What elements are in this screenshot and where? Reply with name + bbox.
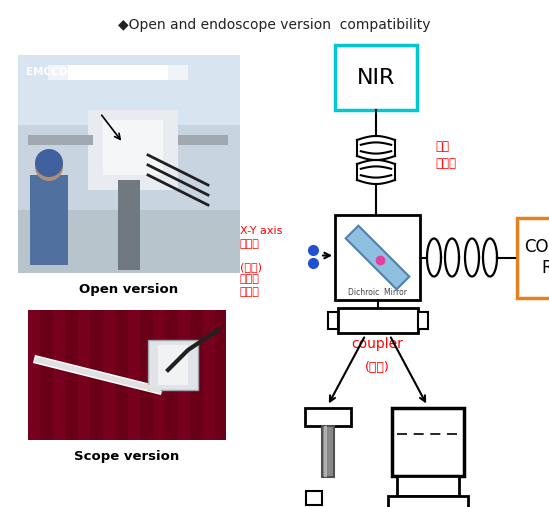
- Bar: [388, 496, 468, 507]
- Bar: [28, 310, 226, 440]
- Bar: [417, 312, 428, 329]
- Bar: [88, 110, 178, 190]
- Bar: [53, 310, 65, 440]
- Bar: [158, 345, 188, 385]
- Bar: [18, 210, 240, 273]
- Text: (호환): (호환): [365, 361, 390, 374]
- Bar: [335, 215, 420, 300]
- Bar: [148, 340, 198, 390]
- Bar: [203, 310, 215, 440]
- Bar: [128, 310, 140, 440]
- Circle shape: [35, 153, 63, 181]
- Bar: [18, 55, 240, 273]
- Bar: [18, 55, 240, 125]
- Bar: [68, 65, 168, 80]
- Bar: [118, 180, 140, 270]
- Bar: [78, 310, 90, 440]
- Bar: [305, 491, 322, 505]
- Circle shape: [35, 149, 63, 177]
- Bar: [103, 310, 115, 440]
- Bar: [48, 65, 188, 80]
- Bar: [517, 218, 549, 298]
- Text: Dichroic  Mirror: Dichroic Mirror: [348, 288, 407, 297]
- Text: ◆Open and endoscope version  compatibility: ◆Open and endoscope version compatibilit…: [118, 18, 431, 32]
- Polygon shape: [465, 238, 479, 276]
- Text: COLO
R: COLO R: [524, 238, 549, 277]
- Polygon shape: [346, 226, 410, 289]
- Polygon shape: [445, 238, 459, 276]
- Text: X-Y axis
조절부: X-Y axis 조절부: [240, 226, 282, 249]
- Polygon shape: [427, 238, 441, 276]
- Bar: [28, 310, 40, 440]
- Bar: [153, 310, 165, 440]
- Polygon shape: [483, 238, 497, 276]
- Text: Open version: Open version: [80, 283, 178, 296]
- Bar: [28, 310, 226, 440]
- Bar: [305, 408, 350, 426]
- Bar: [323, 426, 327, 477]
- Bar: [338, 308, 417, 333]
- Bar: [103, 120, 163, 175]
- Text: 렬즈
조절부: 렬즈 조절부: [435, 140, 456, 170]
- Bar: [322, 426, 333, 477]
- Bar: [178, 135, 228, 145]
- Text: EMCCD  Caemra: EMCCD Caemra: [26, 67, 120, 77]
- Text: NIR: NIR: [357, 67, 395, 88]
- Bar: [178, 310, 190, 440]
- Text: coupler: coupler: [351, 337, 404, 351]
- Bar: [335, 45, 417, 110]
- Bar: [328, 312, 338, 329]
- Bar: [30, 175, 68, 265]
- Text: Scope version: Scope version: [74, 450, 180, 463]
- Bar: [28, 135, 93, 145]
- Bar: [396, 476, 458, 496]
- Bar: [391, 408, 463, 476]
- Text: (뒤쪽)
레이저
거치대: (뒤쪽) 레이저 거치대: [240, 262, 262, 297]
